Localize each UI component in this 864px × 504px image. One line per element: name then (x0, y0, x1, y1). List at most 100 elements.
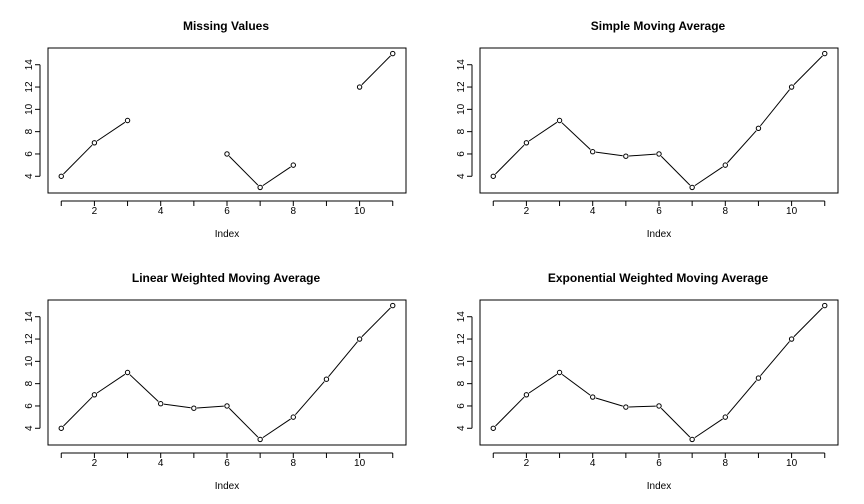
x-axis-label: Index (647, 229, 671, 240)
data-point (590, 394, 596, 400)
series-line-segment (726, 380, 757, 415)
series-line-segment (595, 397, 623, 407)
x-tick-label: 10 (786, 206, 798, 217)
series-line-segment (760, 89, 790, 127)
series-line-segment (295, 381, 325, 416)
x-tick-label: 8 (291, 458, 297, 469)
data-point (290, 162, 296, 168)
y-tick-label: 8 (24, 128, 35, 134)
chart-svg: Linear Weighted Moving Average 2 4 6 8 10 4 6 8 1… (24, 271, 407, 492)
series-line-segment (328, 341, 358, 378)
y-tick-label: 4 (456, 173, 467, 179)
data-point (490, 173, 496, 179)
plot-frame (479, 299, 839, 446)
y-tick-label: 6 (24, 151, 35, 157)
data-point (689, 436, 695, 443)
series-line-segment (629, 405, 656, 408)
series-line-segment (228, 155, 259, 186)
x-tick-label: 6 (224, 206, 230, 217)
data-point (124, 369, 131, 376)
data-point (722, 414, 728, 420)
data-point (523, 140, 530, 146)
x-tick-label: 4 (590, 458, 596, 469)
plot-frame (47, 299, 407, 446)
y-tick-label: 10 (456, 355, 467, 367)
chart-simple-moving-average: Simple Moving Average 2 4 6 8 10 4 6 8 10 12 14 Inde… (432, 0, 864, 252)
data-point (788, 84, 795, 90)
chart-svg: Exponential Weighted Moving Average 2 4 6 8 1… (456, 271, 839, 492)
series-line-segment (727, 130, 757, 164)
series-line-segment (793, 307, 823, 338)
series-line-segment (694, 166, 723, 187)
x-tick-label: 6 (224, 458, 230, 469)
series-line-segment (228, 407, 259, 438)
series-line-segment (163, 403, 191, 409)
x-tick-label: 4 (158, 206, 164, 217)
y-tick-label: 6 (456, 151, 467, 157)
series-line-segment (495, 396, 525, 427)
y-tick-label: 8 (456, 380, 467, 386)
y-tick-label: 12 (24, 333, 35, 345)
y-tick-label: 14 (456, 59, 467, 71)
y-tick-label: 10 (456, 103, 467, 115)
data-point (822, 302, 828, 309)
chart-title: Exponential Weighted Moving Average (548, 271, 769, 285)
series-line-segment (660, 407, 691, 438)
x-tick-label: 2 (524, 458, 530, 469)
plot-frame (479, 47, 839, 194)
data-point (58, 425, 64, 431)
x-axis-label: Index (215, 229, 239, 240)
series-line-segment (793, 55, 823, 86)
data-point (124, 117, 131, 124)
series-line-segment (495, 144, 525, 175)
x-tick-label: 6 (656, 206, 662, 217)
y-tick-label: 6 (456, 403, 467, 409)
x-tick-label: 2 (92, 206, 98, 217)
series-line-segment (63, 396, 93, 427)
data-point (490, 425, 496, 431)
series-line-segment (262, 418, 291, 439)
data-point (158, 401, 164, 407)
data-point (689, 184, 695, 191)
data-point (755, 375, 762, 381)
data-point (224, 403, 230, 409)
data-point (323, 376, 330, 382)
series-line-segment (528, 373, 558, 394)
x-tick-label: 6 (656, 458, 662, 469)
y-tick-label: 8 (456, 128, 467, 134)
y-tick-label: 10 (24, 355, 35, 367)
data-point (58, 173, 64, 179)
x-tick-label: 8 (723, 206, 729, 217)
data-point (91, 140, 98, 146)
chart-title: Simple Moving Average (591, 19, 726, 33)
x-tick-label: 2 (524, 206, 530, 217)
y-tick-label: 12 (456, 81, 467, 93)
series-line-segment (660, 155, 691, 186)
series-line-segment (96, 373, 126, 394)
series-line-segment (561, 374, 591, 396)
x-tick-label: 2 (92, 458, 98, 469)
chart-title: Missing Values (183, 19, 269, 33)
series-line-segment (760, 341, 790, 376)
plot-frame (47, 47, 407, 194)
x-tick-label: 10 (786, 458, 798, 469)
data-point (788, 336, 795, 342)
series-line-segment (528, 121, 558, 142)
y-tick-label: 4 (24, 173, 35, 179)
chart-svg: Missing Values 2 4 6 8 10 4 6 8 10 12 14 Index (24, 19, 407, 240)
chart-exponential-weighted-moving-average: Exponential Weighted Moving Average 2 4 6 8 1… (432, 252, 864, 504)
series-line-segment (361, 307, 391, 338)
series-line-segment (96, 121, 126, 142)
data-point (290, 414, 296, 420)
data-point (523, 392, 530, 398)
data-point (356, 336, 363, 342)
series-line-segment (595, 151, 623, 157)
data-point (656, 403, 662, 409)
y-tick-label: 10 (24, 103, 35, 115)
data-point (191, 405, 197, 411)
data-point (257, 436, 263, 443)
y-tick-label: 4 (456, 425, 467, 431)
chart-linear-weighted-moving-average: Linear Weighted Moving Average 2 4 6 8 10 4 6 8 1… (0, 252, 432, 504)
series-line-segment (197, 405, 224, 409)
series-line-segment (361, 55, 391, 86)
